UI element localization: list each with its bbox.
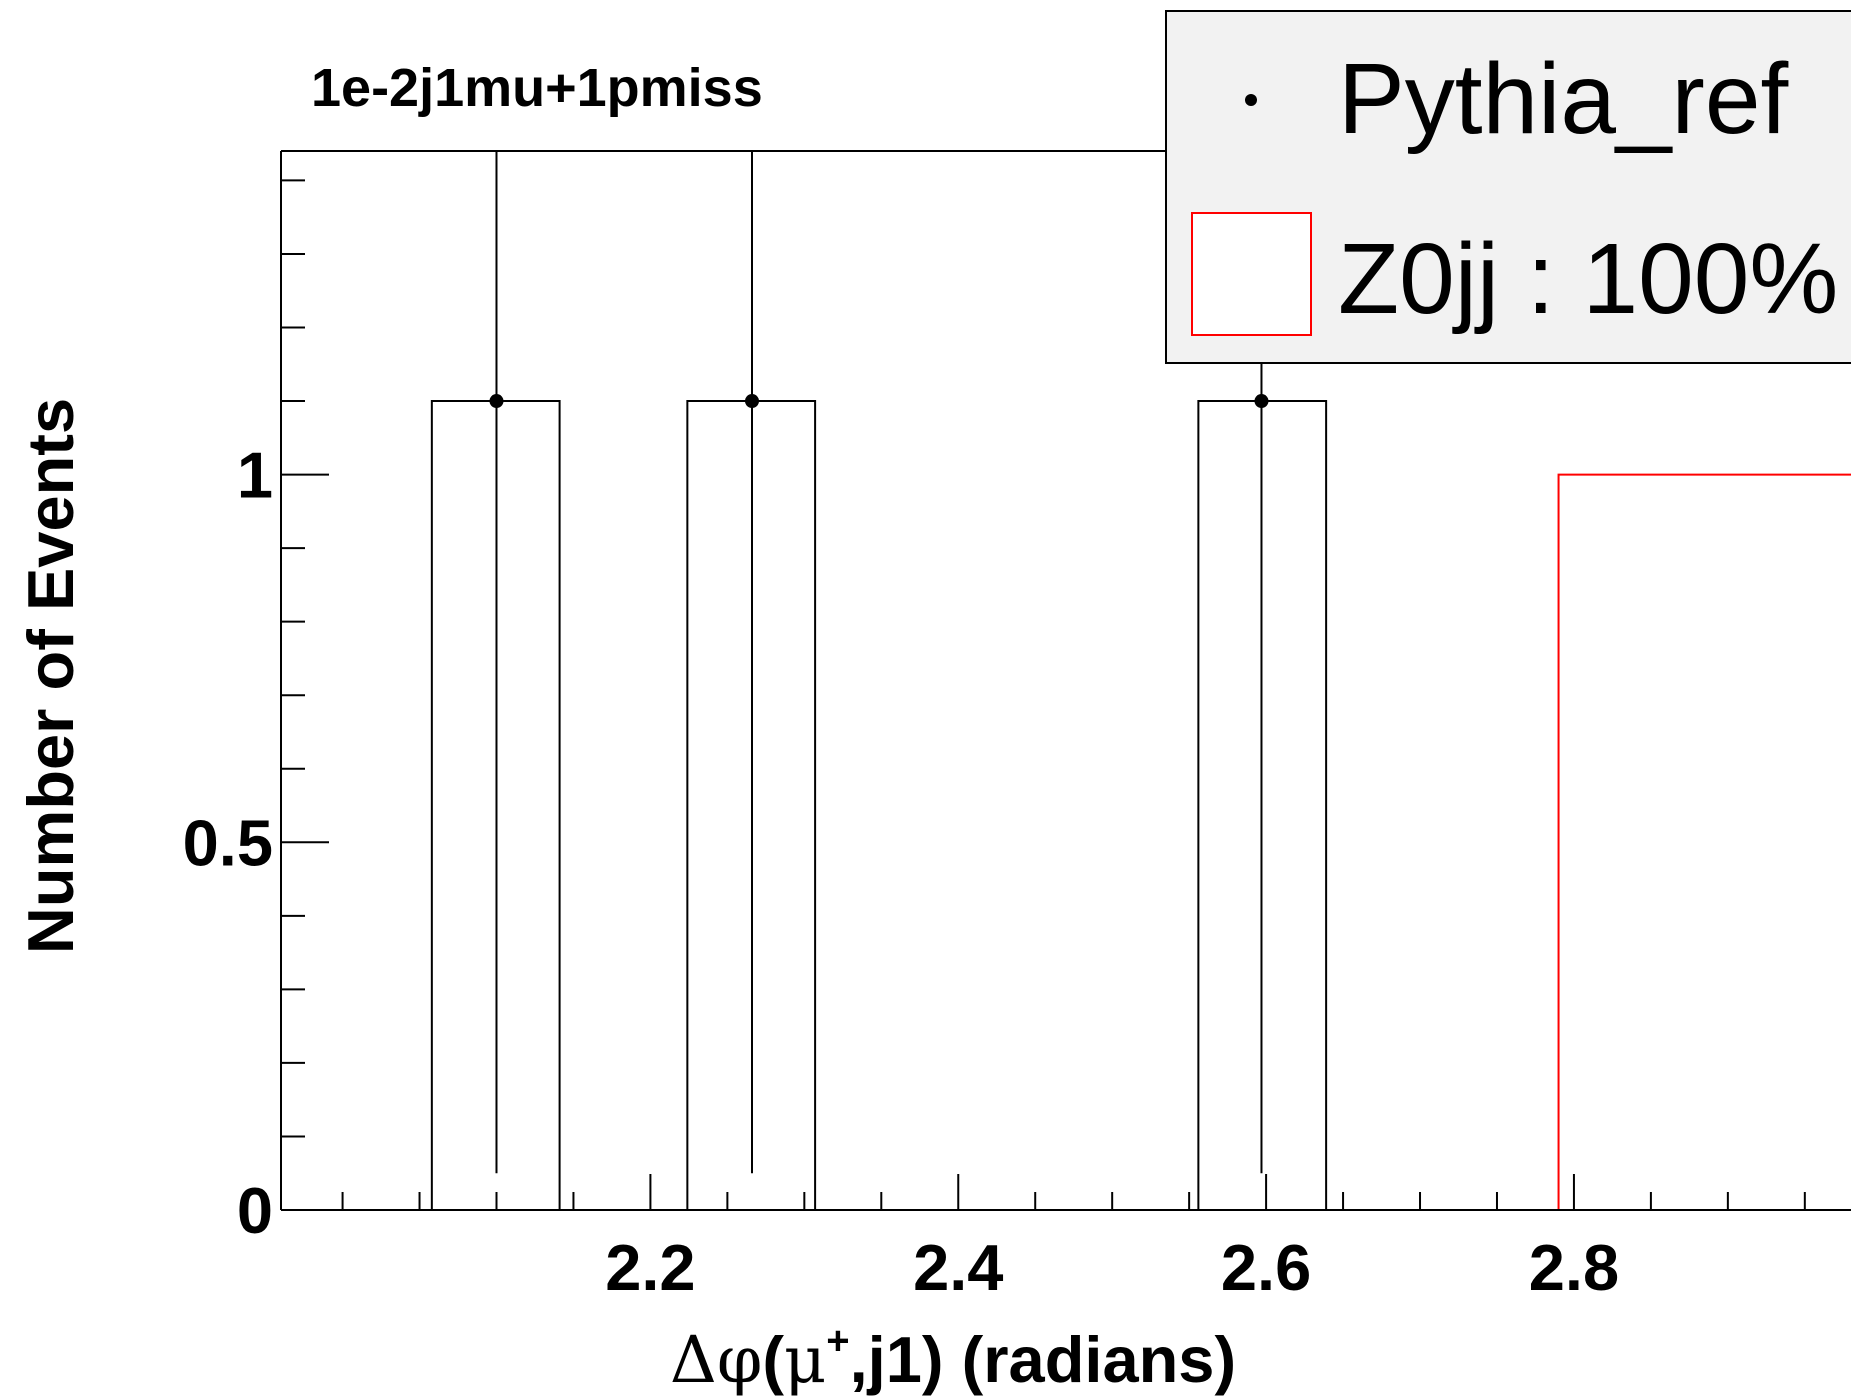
legend-label-z0jj: Z0jj : 100% bbox=[1338, 223, 1838, 335]
x-axis-label-sup: + bbox=[826, 1319, 849, 1363]
data-point-1 bbox=[745, 394, 759, 409]
y-tick-label-1: 1 bbox=[237, 439, 273, 512]
x-axis-label-mu: μ bbox=[784, 1323, 826, 1397]
data-layer bbox=[430, 151, 1851, 1210]
y-tick-label-0.5: 0.5 bbox=[183, 806, 273, 879]
x-axis-label: Δφ(μ+,j1) (radians) bbox=[670, 1319, 1236, 1397]
y-tick-label-0: 0 bbox=[237, 1174, 273, 1247]
x-tick-label-2.6: 2.6 bbox=[1221, 1231, 1311, 1304]
data-point-0 bbox=[489, 394, 504, 409]
x-tick-label-2.8: 2.8 bbox=[1529, 1231, 1619, 1304]
legend: Pythia_ref Z0jj : 100% bbox=[1165, 10, 1851, 364]
x-axis-label-open: ( bbox=[762, 1323, 784, 1396]
x-axis-label-phi: φ bbox=[717, 1323, 763, 1397]
y-axis-label: Number of Events bbox=[14, 398, 87, 954]
data-point-2 bbox=[1254, 394, 1269, 409]
legend-label-pythia-ref: Pythia_ref bbox=[1338, 43, 1788, 155]
legend-marker-pythia-ref bbox=[1245, 94, 1257, 106]
x-axis-label-delta: Δ bbox=[670, 1323, 717, 1397]
legend-marker-z0jj bbox=[1191, 212, 1312, 336]
x-tick-label-2.2: 2.2 bbox=[605, 1231, 695, 1304]
x-axis-label-rest: ,j1) (radians) bbox=[850, 1323, 1236, 1396]
x-tick-label-2.4: 2.4 bbox=[913, 1231, 1003, 1304]
chart-title: 1e-2j1mu+1pmiss bbox=[311, 58, 763, 118]
z0jj-histogram-bin-0 bbox=[1557, 473, 1851, 1210]
